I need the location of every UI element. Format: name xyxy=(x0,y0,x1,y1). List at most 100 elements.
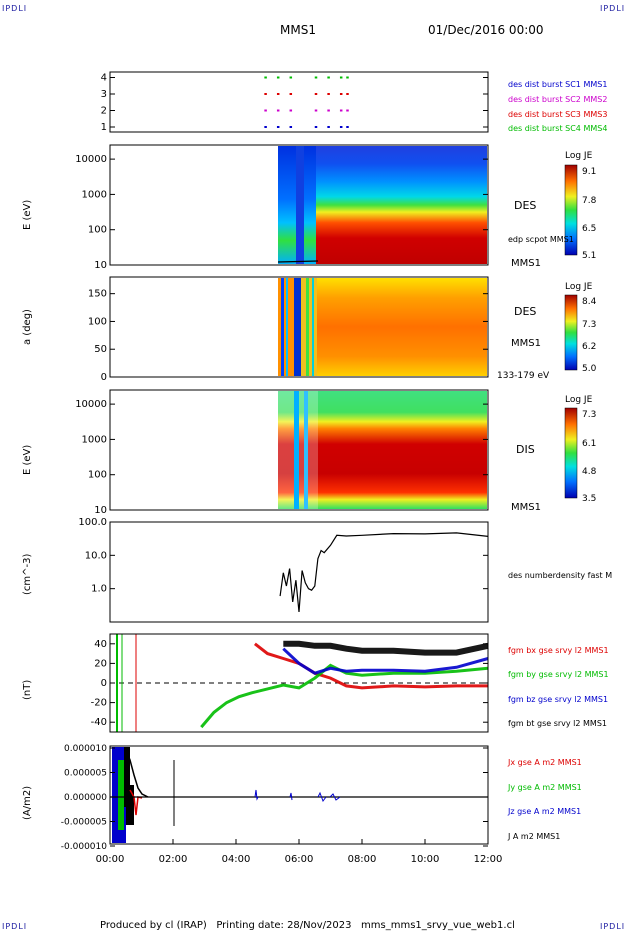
disE-ticks-10000: 10000 xyxy=(75,399,107,410)
burst-mark-0-2 xyxy=(289,126,293,128)
burst-yticks: 1 2 3 4 xyxy=(101,73,488,133)
cbar-title-3: Log JE xyxy=(565,395,593,405)
cbar1-tick-0: 9.1 xyxy=(582,167,597,177)
bf-ytick--20: -20 xyxy=(91,698,107,709)
dis-energy-panel: 10 100 1000 10000 xyxy=(75,389,489,516)
pitch-ytick-150: 150 xyxy=(88,289,107,300)
burst-mark-2-6 xyxy=(346,93,349,95)
current-panel: -0.000010 -0.000005 0.000000 0.000005 0.0000… xyxy=(61,744,503,865)
burst-marks xyxy=(264,76,349,128)
burst-mark-1-2 xyxy=(289,109,293,112)
des-energy-panel: 10 100 1000 10000 xyxy=(75,144,489,271)
burst-mark-1-4 xyxy=(327,109,330,112)
cbar2-tick-3: 5.0 xyxy=(582,364,597,374)
xtick-1: 02:00 xyxy=(159,854,188,865)
pitch-ytick-50: 50 xyxy=(94,344,107,355)
legend-bt: fgm bt gse srvy l2 MMS1 xyxy=(508,719,607,728)
burst-mark-2-1 xyxy=(276,93,280,95)
ylabel-dis-energy: E (eV) xyxy=(22,444,33,475)
corner-label-tl: IPDLI xyxy=(2,4,28,13)
legend-burst-sc3: des dist burst SC3 MMS3 xyxy=(508,110,608,119)
des-pitch-band-main xyxy=(317,278,487,376)
desE-ticks-10000: 10000 xyxy=(75,154,107,165)
cbar-title-2: Log JE xyxy=(565,282,593,292)
legend-bz: fgm bz gse srvy l2 MMS1 xyxy=(508,695,609,704)
cur-ytick--0.000005: -0.000005 xyxy=(61,818,107,828)
cbar1-tick-3: 5.1 xyxy=(582,251,597,261)
xtick-0: 00:00 xyxy=(96,854,125,865)
burst-mark-3-6 xyxy=(346,76,349,79)
label-dis-energy-mms: MMS1 xyxy=(511,502,541,513)
label-pitch-energy: 133-179 eV xyxy=(497,371,550,381)
burst-mark-0-0 xyxy=(264,126,267,128)
corner-label-tr: IPDLI xyxy=(600,4,626,13)
burst-mark-1-3 xyxy=(314,109,318,112)
disE-ticks-100: 100 xyxy=(88,470,107,481)
legend-burst-sc4: des dist burst SC4 MMS4 xyxy=(508,124,608,133)
legend-jz: Jz gse A m2 MMS1 xyxy=(508,807,582,816)
label-scpot: edp scpot MMS1 xyxy=(508,235,574,244)
legend-j: J A m2 MMS1 xyxy=(508,832,561,841)
bf-series-0 xyxy=(253,642,488,690)
burst-mark-0-5 xyxy=(339,126,343,128)
burst-frame xyxy=(109,71,489,133)
xtick-5: 10:00 xyxy=(411,854,440,865)
burst-panel: 1 2 3 4 xyxy=(101,71,489,133)
des-pitch-band-dip xyxy=(294,278,301,376)
burst-mark-0-3 xyxy=(314,126,318,128)
density-panel: 1.0 10.0 100.0 xyxy=(78,517,489,623)
burst-mark-2-3 xyxy=(314,93,318,95)
bf-ytick-20: 20 xyxy=(94,658,107,669)
bf-series-3 xyxy=(283,640,489,656)
bfield-panel: -40 -20 0 20 40 xyxy=(91,633,489,733)
burst-mark-3-0 xyxy=(264,76,267,79)
colorbar-des-energy xyxy=(564,164,578,256)
burst-mark-0-6 xyxy=(346,126,349,128)
burst-mark-3-2 xyxy=(289,76,293,79)
cbar2-tick-1: 7.3 xyxy=(582,320,597,330)
dens-ytick-10.0: 10.0 xyxy=(85,550,107,561)
legend-bx: fgm bx gse srvy l2 MMS1 xyxy=(508,646,609,655)
cbar3-tick-2: 4.8 xyxy=(582,467,597,477)
cbar3-tick-3: 3.5 xyxy=(582,494,597,504)
burst-mark-3-5 xyxy=(339,76,343,79)
des-pitch-panel: 0 50 100 150 xyxy=(88,276,489,383)
dens-ytick-100.0: 100.0 xyxy=(78,517,107,528)
burst-mark-3-3 xyxy=(314,76,318,79)
cbar3-tick-1: 6.1 xyxy=(582,439,597,449)
label-des-energy: DES xyxy=(514,199,537,212)
label-des-pitch: DES xyxy=(514,305,537,318)
desE-ticks-1000: 1000 xyxy=(82,189,107,200)
cur-ytick--0.000010: -0.000010 xyxy=(61,842,107,852)
xtick-4: 08:00 xyxy=(348,854,377,865)
corner-label-br: IPDLI xyxy=(600,922,626,931)
cbar-title-1: Log JE xyxy=(565,151,593,161)
density-frame xyxy=(109,521,489,623)
burst-mark-2-2 xyxy=(289,93,293,95)
time-xticks: 00:00 02:00 04:00 06:00 08:00 10:00 12:00 xyxy=(96,839,502,865)
legend-jx: Jx gse A m2 MMS1 xyxy=(508,758,582,767)
cbar2-tick-2: 6.2 xyxy=(582,342,597,352)
burst-mark-0-4 xyxy=(327,126,330,128)
burst-ytick-2: 2 xyxy=(101,106,107,117)
dens-ytick-1.0: 1.0 xyxy=(91,584,107,595)
pitch-ytick-0: 0 xyxy=(101,372,107,383)
burst-ytick-1: 1 xyxy=(101,122,107,133)
bf-ytick--40: -40 xyxy=(91,717,107,728)
bf-series-1 xyxy=(200,663,489,729)
burst-mark-2-0 xyxy=(264,93,267,95)
desE-ticks-100: 100 xyxy=(88,225,107,236)
burst-mark-1-6 xyxy=(346,109,349,112)
ylabel-bfield: (nT) xyxy=(22,679,33,700)
footer-credit: Produced by cl (IRAP) Printing date: 28/… xyxy=(100,920,515,931)
bf-ytick-0: 0 xyxy=(101,678,107,689)
pitch-ytick-100: 100 xyxy=(88,316,107,327)
density-yticks: 1.0 10.0 100.0 xyxy=(78,517,488,595)
burst-mark-2-4 xyxy=(327,93,330,95)
corner-label-bl: IPDLI xyxy=(2,922,28,931)
cur-ytick-0.000000: 0.000000 xyxy=(64,793,107,803)
disE-ticks-1000: 1000 xyxy=(82,434,107,445)
density-series xyxy=(279,532,489,613)
cur-ytick-0.000005: 0.000005 xyxy=(64,769,107,779)
